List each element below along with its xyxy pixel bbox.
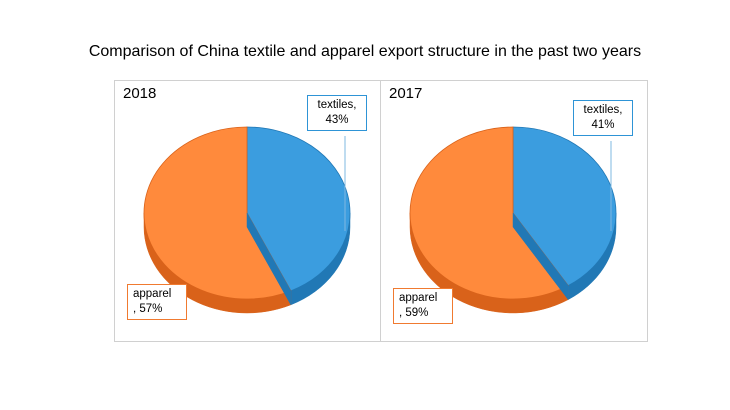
pie-slice-textiles (246, 126, 351, 292)
apparel-data-label: apparel , 59% (393, 288, 453, 324)
panel-title: 2018 (123, 85, 157, 102)
textiles-label-value: 41% (591, 119, 615, 131)
panel-title: 2017 (389, 85, 423, 102)
chart-title: Comparison of China textile and apparel … (88, 43, 642, 60)
apparel-label-name: apparel (399, 292, 438, 304)
pie-cut-face (512, 212, 569, 301)
apparel-label-value: , 57% (133, 303, 163, 315)
pie-slice-textiles (512, 126, 617, 287)
textiles-data-label: textiles, 43% (307, 95, 367, 131)
pie-panel-2017: 2017 textiles, 41% apparel , 59% (380, 80, 648, 342)
textiles-label-name: textiles, (317, 99, 357, 111)
textiles-label-name: textiles, (583, 104, 623, 116)
pie-slice-apparel (143, 126, 292, 300)
pie-chart-svg (409, 126, 617, 314)
textiles-label-value: 43% (325, 114, 349, 126)
apparel-label-name: apparel (133, 288, 172, 300)
pie-panel-2018: 2018 textiles, 43% apparel , 57% (114, 80, 382, 342)
pie-cut-face (246, 212, 292, 306)
pie-slice-apparel (409, 126, 569, 300)
pie-chart-svg (143, 126, 351, 314)
textiles-data-label: textiles, 41% (573, 100, 633, 136)
apparel-data-label: apparel , 57% (127, 284, 187, 320)
apparel-label-value: , 59% (399, 307, 429, 319)
